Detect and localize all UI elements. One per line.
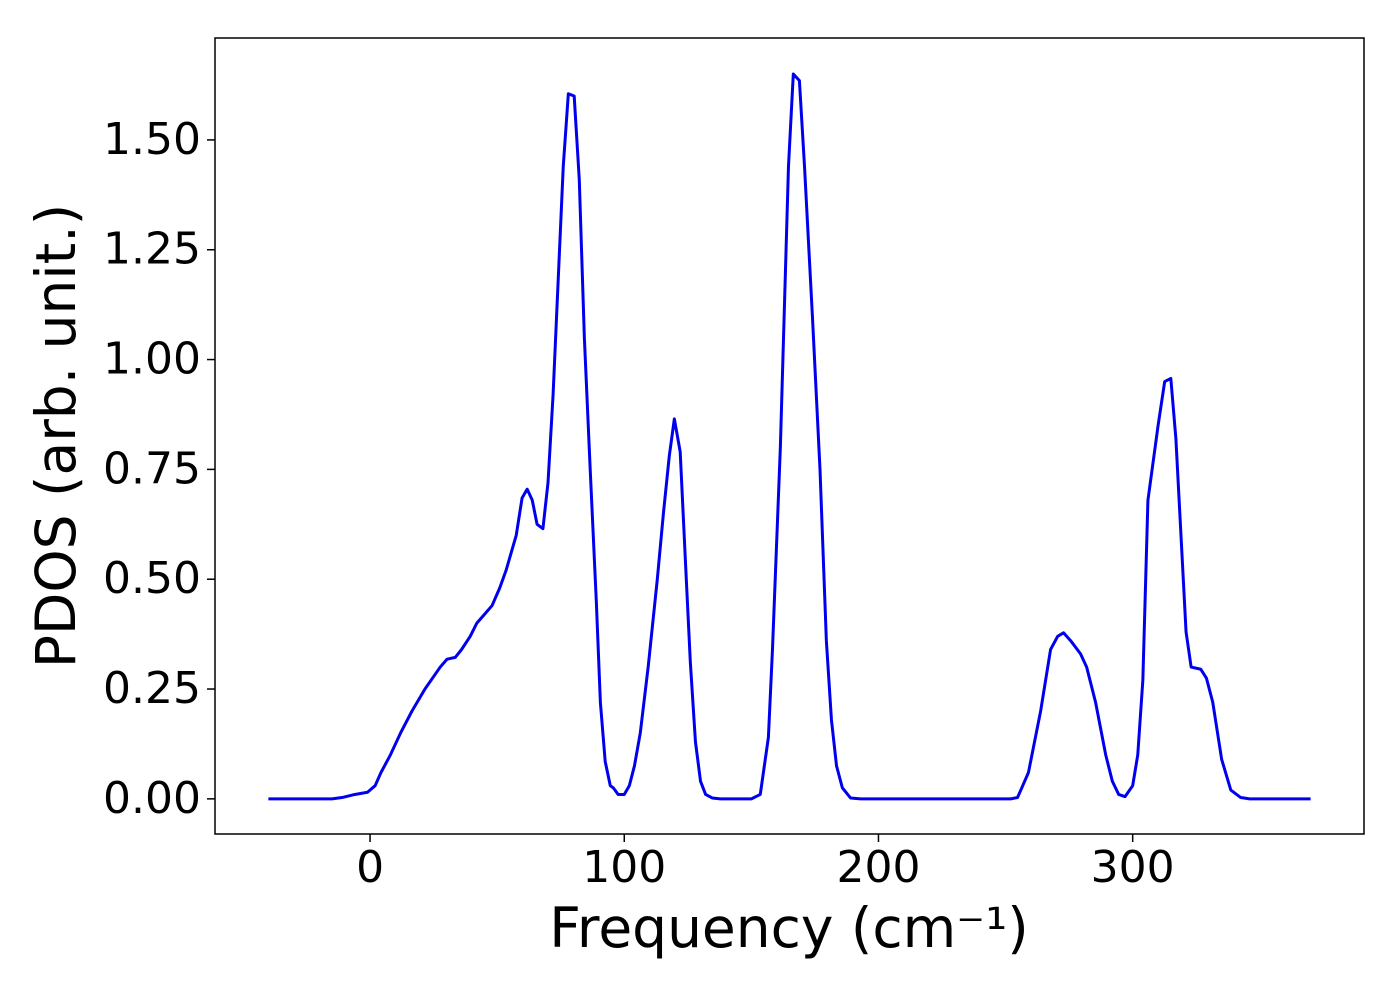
x-tick-label: 200 xyxy=(836,842,920,893)
x-tick-label: 0 xyxy=(356,842,384,893)
y-tick-label: 0.25 xyxy=(103,663,201,714)
x-tick-label: 100 xyxy=(582,842,666,893)
plot-frame xyxy=(214,37,1365,835)
y-tick-label: 1.25 xyxy=(103,224,201,275)
y-tick-label: 0.00 xyxy=(103,773,201,824)
data-line xyxy=(268,72,1311,801)
x-tick-label: 300 xyxy=(1091,842,1175,893)
x-axis-label: Frequency (cm⁻¹) xyxy=(549,896,1028,960)
y-tick-label: 0.50 xyxy=(103,553,201,604)
y-tick-label: 1.00 xyxy=(103,334,201,385)
y-axis-label: PDOS (arb. unit.) xyxy=(24,204,88,668)
y-tick-label: 0.75 xyxy=(103,443,201,494)
y-tick-label: 1.50 xyxy=(103,114,201,165)
